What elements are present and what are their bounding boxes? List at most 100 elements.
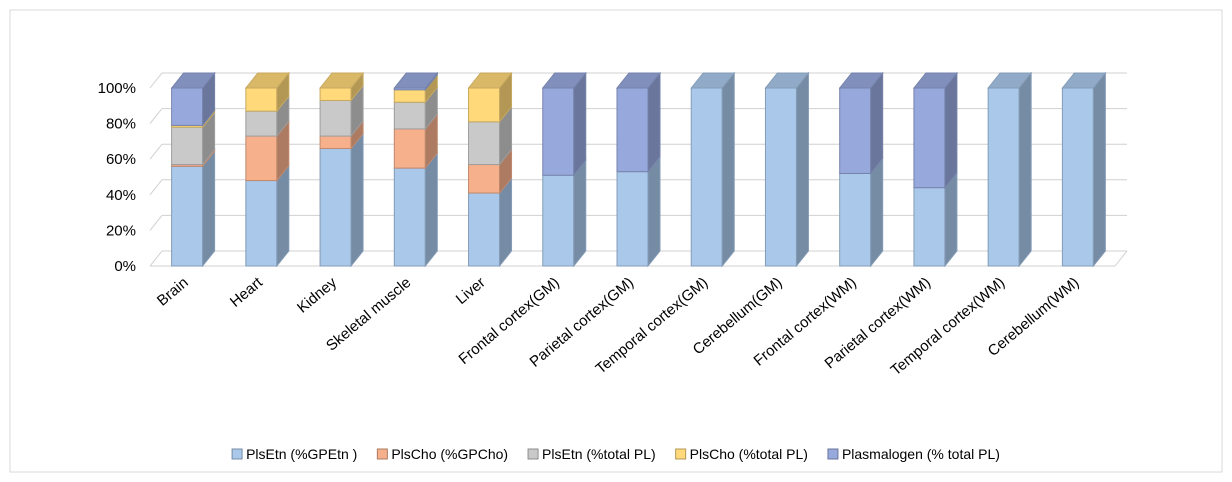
- legend-label: Plasmalogen (% total PL): [842, 446, 1000, 462]
- bar-stack: [764, 71, 810, 268]
- bar-segment: [319, 135, 352, 150]
- bar-stack: [467, 71, 513, 268]
- bar-stack: [541, 71, 587, 268]
- bar-segment-side: [870, 71, 884, 175]
- bar-segment-side: [1092, 71, 1106, 268]
- bar-segment: [245, 110, 278, 137]
- legend: PlsEtn (%GPEtn ) PlsCho (%GPCho) PlsEtn (%…: [231, 446, 1000, 462]
- bar-segment: [245, 135, 278, 182]
- bar-segment-side: [795, 71, 809, 268]
- legend-swatch: [376, 448, 388, 460]
- legend-swatch: [827, 448, 839, 460]
- bar-segment-side: [573, 71, 587, 177]
- bar-segment: [393, 128, 426, 169]
- y-tick-label: 0%: [114, 258, 136, 275]
- bar-segment-side: [276, 164, 290, 268]
- bar-segment-top: [690, 72, 736, 89]
- bar-segment: [839, 172, 872, 267]
- bar-segment: [468, 164, 501, 194]
- bar-segment: [171, 165, 204, 267]
- bar-segment: [171, 87, 204, 126]
- bar-segment: [319, 87, 352, 101]
- y-tick-label: 60%: [106, 151, 136, 168]
- bar-segment: [245, 180, 278, 267]
- bar-stack: [393, 71, 439, 268]
- bar-segment-side: [647, 155, 661, 268]
- legend-item: Plasmalogen (% total PL): [827, 446, 1000, 462]
- bar-segment: [319, 148, 352, 267]
- bar-stack: [690, 71, 736, 268]
- bar-segment-side: [870, 157, 884, 268]
- bar-segment-top: [912, 72, 958, 89]
- legend-swatch: [527, 448, 539, 460]
- y-axis-ticks: 0% 20% 40% 60% 80% 100%: [98, 80, 136, 275]
- legend-item: PlsEtn (%total PL): [527, 446, 656, 462]
- bar-segment: [616, 171, 649, 267]
- legend-label: PlsCho (%GPCho): [391, 446, 508, 462]
- gridline-side: [149, 108, 163, 124]
- gridline-side: [149, 250, 163, 267]
- gridline-side: [149, 215, 163, 231]
- legend-label: PlsEtn (%total PL): [542, 446, 656, 462]
- bar-segment-side: [202, 149, 216, 268]
- bar-segment-side: [944, 171, 958, 268]
- bar-segment: [542, 87, 575, 176]
- bar-segment-top: [244, 72, 290, 89]
- bar-segment: [542, 174, 575, 267]
- legend-item: PlsCho (%total PL): [675, 446, 808, 462]
- bar-segment-side: [647, 71, 661, 174]
- bar-stack: [319, 71, 365, 268]
- bar-segment: [468, 87, 501, 123]
- bar-segment-top: [764, 72, 810, 89]
- bar-segment-top: [987, 72, 1033, 89]
- legend-item: PlsEtn (%GPEtn ): [231, 446, 357, 462]
- bar-segment: [171, 126, 204, 166]
- y-tick-label: 20%: [106, 222, 136, 239]
- bar-stack: [987, 71, 1033, 268]
- gridline-side: [149, 143, 163, 160]
- bar-segment-top: [1061, 72, 1107, 89]
- bar-segment: [393, 89, 426, 103]
- bar-stack: [244, 71, 290, 268]
- legend-label: PlsEtn (%GPEtn ): [246, 446, 357, 462]
- bar-segment: [764, 87, 797, 267]
- gridline-side: [149, 72, 163, 89]
- bar-segment: [468, 121, 501, 166]
- bar-segment-side: [573, 158, 587, 268]
- y-tick-label: 100%: [98, 80, 136, 97]
- bar-stack: [838, 71, 884, 268]
- bar-stack: [1061, 71, 1107, 268]
- legend-swatch: [231, 448, 243, 460]
- bar-segment-top: [615, 72, 662, 89]
- bar-segment-side: [1018, 71, 1032, 268]
- bar-stack: [170, 71, 216, 268]
- bar-segment-top: [838, 72, 884, 89]
- bar-segment: [393, 167, 426, 267]
- bar-segment-side: [944, 71, 958, 190]
- y-tick-label: 40%: [106, 187, 136, 204]
- bar-segment: [913, 187, 946, 267]
- bar-segment-top: [393, 72, 439, 89]
- bar-segment: [319, 99, 352, 137]
- bar-segment-top: [319, 72, 365, 89]
- bar-segment: [987, 87, 1020, 267]
- bar-stack: [912, 71, 958, 268]
- legend-item: PlsCho (%GPCho): [376, 446, 508, 462]
- bar-segment: [393, 101, 426, 130]
- bar-segment: [616, 87, 649, 173]
- bar-segment: [913, 87, 946, 189]
- bar-segment-top: [541, 72, 587, 89]
- bar-segment: [839, 87, 872, 174]
- bar-segment-top: [170, 72, 216, 89]
- legend-label: PlsCho (%total PL): [690, 446, 808, 462]
- bar-segment-top: [467, 72, 513, 89]
- bar-segment: [468, 192, 501, 267]
- y-tick-label: 80%: [106, 116, 136, 133]
- gridline-side: [149, 179, 163, 196]
- bar-stack: [615, 71, 662, 268]
- bar-segment: [245, 87, 278, 112]
- bars: [170, 71, 1107, 268]
- bar-segment-side: [350, 132, 364, 268]
